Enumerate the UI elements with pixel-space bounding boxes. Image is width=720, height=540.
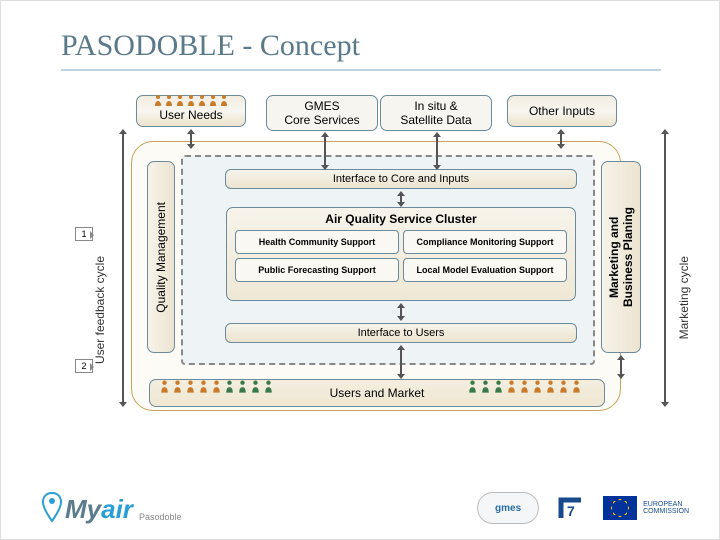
arrow-cluster-to-users-iface [397,303,405,321]
brand-my: My [65,494,101,524]
cluster-cell-localmodel: Local Model Evaluation Support [403,258,567,282]
logo-gmes: gmes [477,492,539,524]
ec-text: EUROPEANCOMMISSION [643,501,689,515]
box-gmes: GMES Core Services [266,95,378,131]
arrow-marketing-to-users [617,355,625,379]
arrow-insitu-down [433,132,441,170]
callout-1: 1 [75,227,93,241]
logo-fp7: 7 [557,494,585,522]
arrow-gmes-down [321,132,329,170]
eu-flag-icon [603,496,637,520]
box-insitu: In situ & Satellite Data [380,95,492,131]
box-other-inputs: Other Inputs [507,95,617,127]
brand-sub: Pasodoble [139,512,182,522]
marketing-label: Marketing and Business Planing [607,207,635,307]
arrow-other-down [557,129,565,149]
quality-management-label: Quality Management [154,202,168,313]
arrow-left-cycle [119,129,127,407]
box-user-needs: User Needs [136,95,246,127]
people-icons-left [159,379,274,393]
vbox-marketing: Marketing and Business Planing [601,161,641,353]
user-needs-label: User Needs [159,108,222,122]
title-underline [61,69,661,71]
bar-interface-users: Interface to Users [225,323,577,343]
page-title: PASODOBLE - Concept [61,29,360,63]
logo-myair: Myair Pasodoble [41,491,181,525]
cluster-cell-forecasting: Public Forecasting Support [235,258,399,282]
people-icons-top [137,94,245,106]
callout-2: 2 [75,359,93,373]
cluster-title: Air Quality Service Cluster [227,212,575,226]
cluster-air-quality: Air Quality Service Cluster Health Commu… [226,207,576,301]
people-icons-right [467,379,582,393]
myair-pin-icon [41,491,63,525]
label-user-feedback-cycle: User feedback cycle [93,256,107,364]
cluster-cell-health: Health Community Support [235,230,399,254]
vbox-quality-management: Quality Management [147,161,175,353]
arrow-right-cycle [661,129,669,407]
bar-interface-core: Interface to Core and Inputs [225,169,577,189]
label-marketing-cycle: Marketing cycle [677,256,691,339]
svg-text:7: 7 [567,503,575,519]
cluster-cell-compliance: Compliance Monitoring Support [403,230,567,254]
brand-air: air [101,494,133,524]
footer-right-logos: gmes 7 EUROPEANCOMMISSION [477,492,689,524]
users-market-label: Users and Market [330,386,425,400]
arrow-core-to-cluster [397,191,405,207]
footer: Myair Pasodoble gmes 7 EUROPEANCOMMISSIO… [41,491,689,525]
arrow-user-needs-down [187,129,195,149]
arrow-iface-to-users-market [397,345,405,379]
